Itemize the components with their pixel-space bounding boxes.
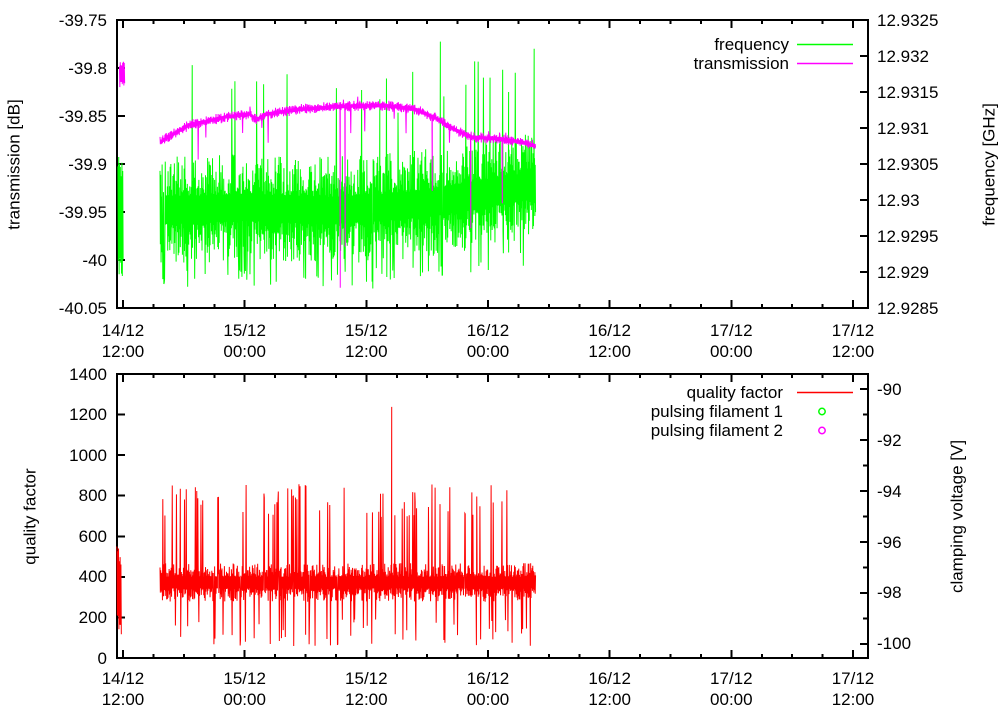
- legend-marker-filament-2: [818, 426, 826, 435]
- y-tick-label-frequency: 12.9315: [877, 82, 939, 102]
- x-tick-label-top: 14/12 12:00: [101, 321, 145, 361]
- x-tick-label-bottom: 16/12 12:00: [588, 669, 631, 709]
- y-tick-label-voltage: -90: [877, 379, 902, 399]
- y-tick-label-quality: 1000: [69, 445, 107, 465]
- legend-label-pulsing-filament-2: pulsing filament 2: [650, 421, 783, 440]
- y-tick-label-frequency: 12.9285: [877, 298, 939, 318]
- quality-factor-initial-burst: [116, 546, 122, 635]
- legend-label-frequency: frequency: [714, 35, 789, 54]
- y-tick-label-quality: 800: [78, 486, 107, 506]
- legend-label-transmission: transmission: [693, 54, 789, 73]
- y-tick-label-transmission: -39.8: [68, 58, 107, 78]
- y-tick-label-frequency: 12.932: [877, 46, 929, 66]
- y-tick-label-quality: 1200: [69, 405, 107, 425]
- x-tick-label-bottom: 16/12 00:00: [466, 669, 510, 709]
- axis-title-clamping-voltage: clamping voltage [V]: [947, 439, 967, 594]
- x-tick-label-top: 15/12 00:00: [223, 321, 266, 361]
- y-tick-label-quality: 600: [78, 526, 107, 546]
- x-tick-label-bottom: 15/12 12:00: [345, 669, 388, 709]
- y-tick-label-frequency: 12.9325: [877, 10, 939, 30]
- y-tick-label-frequency: 12.929: [877, 262, 929, 282]
- y-tick-label-frequency: 12.9295: [877, 226, 939, 246]
- y-tick-label-transmission: -39.95: [58, 202, 107, 222]
- y-tick-label-frequency: 12.93: [877, 190, 920, 210]
- x-tick-label-bottom: 15/12 00:00: [223, 669, 266, 709]
- y-tick-label-transmission: -39.9: [68, 154, 107, 174]
- y-tick-label-frequency: 12.9305: [877, 154, 939, 174]
- y-tick-label-quality: 0: [97, 648, 107, 668]
- y-tick-label-quality: 200: [78, 607, 107, 627]
- y-tick-label-frequency: 12.931: [877, 118, 929, 138]
- x-tick-label-top: 15/12 12:00: [345, 321, 388, 361]
- transmission-initial-burst: [118, 61, 126, 88]
- frequency-initial-burst: [117, 156, 124, 277]
- y-tick-label-quality: 1400: [69, 364, 107, 384]
- x-tick-label-bottom: 17/12 00:00: [710, 669, 753, 709]
- x-tick-label-bottom: 14/12 12:00: [101, 669, 145, 709]
- y-tick-label-voltage: -94: [877, 481, 902, 501]
- x-tick-label-top: 16/12 12:00: [588, 321, 631, 361]
- legend-label-quality-factor: quality factor: [686, 383, 783, 402]
- y-tick-label-transmission: -39.85: [58, 106, 107, 126]
- x-tick-label-bottom: 17/12 12:00: [831, 669, 875, 709]
- frequency-series: [159, 41, 537, 289]
- legend-marker-filament-1: [818, 407, 826, 416]
- x-tick-label-top: 17/12 00:00: [710, 321, 753, 361]
- y-tick-label-voltage: -96: [877, 532, 902, 552]
- y-tick-label-transmission: -39.75: [58, 10, 107, 30]
- y-tick-label-voltage: -92: [877, 430, 902, 450]
- legend-label-pulsing-filament-1: pulsing filament 1: [650, 402, 783, 421]
- transmission-series: [159, 96, 537, 288]
- x-tick-label-top: 17/12 12:00: [831, 321, 875, 361]
- y-tick-label-voltage: -100: [877, 634, 912, 654]
- y-tick-label-transmission: -40.05: [58, 298, 107, 318]
- y-tick-label-transmission: -40: [82, 250, 107, 270]
- y-tick-label-quality: 400: [78, 567, 107, 587]
- quality-factor-series: [159, 406, 537, 647]
- x-tick-label-top: 16/12 00:00: [466, 321, 510, 361]
- y-tick-label-voltage: -98: [877, 583, 902, 603]
